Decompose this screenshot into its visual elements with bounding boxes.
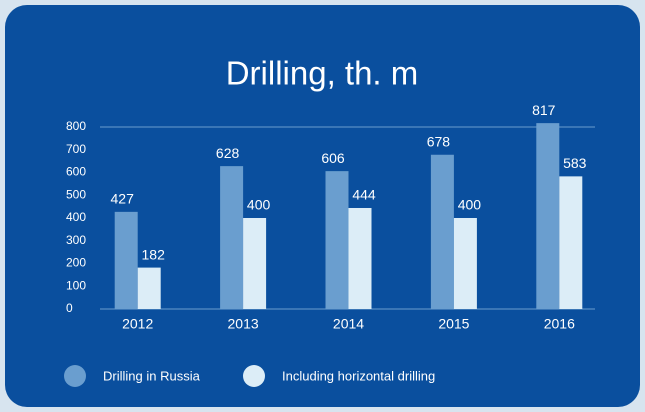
bar bbox=[243, 218, 267, 309]
legend-swatch bbox=[243, 365, 265, 387]
x-tick-label: 2014 bbox=[333, 316, 364, 332]
bar bbox=[536, 123, 560, 309]
data-label: 182 bbox=[142, 246, 166, 262]
chart-title: Drilling, th. m bbox=[226, 55, 419, 92]
x-tick-label: 2012 bbox=[122, 316, 153, 332]
legend-label: Drilling in Russia bbox=[103, 368, 201, 383]
data-label: 400 bbox=[247, 197, 271, 213]
bar bbox=[453, 218, 477, 309]
x-tick-label: 2013 bbox=[228, 316, 259, 332]
legend-swatch bbox=[64, 365, 86, 387]
bar bbox=[348, 207, 372, 309]
y-tick-label: 500 bbox=[66, 187, 86, 201]
legend-label: Including horizontal drilling bbox=[282, 368, 435, 383]
x-tick-label: 2016 bbox=[544, 316, 575, 332]
y-tick-label: 300 bbox=[66, 233, 86, 247]
data-label: 400 bbox=[458, 197, 482, 213]
y-tick-label: 400 bbox=[66, 210, 86, 224]
y-tick-label: 200 bbox=[66, 256, 86, 270]
bar bbox=[325, 171, 349, 309]
data-label: 817 bbox=[532, 102, 556, 118]
panel bbox=[5, 5, 640, 407]
data-label: 444 bbox=[352, 187, 376, 203]
y-tick-label: 600 bbox=[66, 165, 86, 179]
bar bbox=[220, 166, 244, 309]
x-tick-label: 2015 bbox=[438, 316, 469, 332]
data-label: 606 bbox=[321, 150, 345, 166]
y-tick-label: 700 bbox=[66, 142, 86, 156]
bar bbox=[559, 176, 583, 309]
bar bbox=[114, 211, 138, 309]
data-label: 583 bbox=[563, 155, 587, 171]
bar bbox=[430, 154, 454, 309]
y-tick-label: 100 bbox=[66, 278, 86, 292]
y-tick-label: 800 bbox=[66, 119, 86, 133]
data-label: 678 bbox=[427, 133, 451, 149]
data-label: 427 bbox=[111, 191, 135, 207]
bar bbox=[137, 267, 161, 309]
y-tick-label: 0 bbox=[66, 301, 73, 315]
data-label: 628 bbox=[216, 145, 240, 161]
